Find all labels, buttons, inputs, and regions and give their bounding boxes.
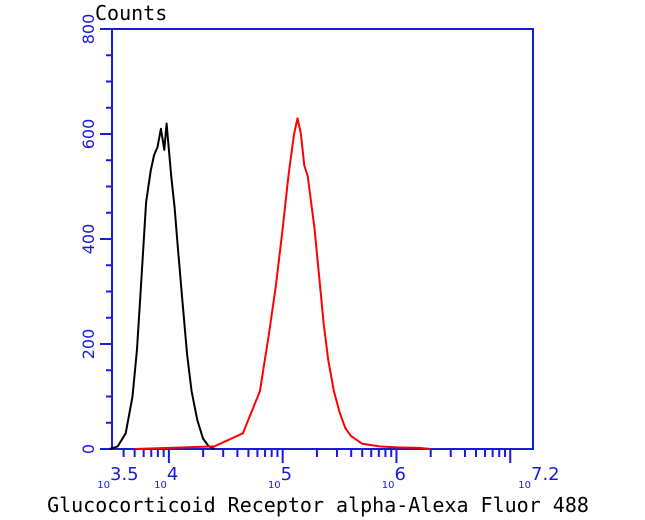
series-line-black (109, 122, 215, 450)
x-tick-label-exponent: 7.2 (531, 464, 560, 485)
x-tick-label: 107.2 (518, 464, 559, 491)
series-line-red (134, 117, 431, 450)
y-tick-label: 800 (79, 14, 98, 45)
y-tick-label: 200 (79, 329, 98, 360)
series-group (109, 117, 431, 450)
y-tick-label: 0 (79, 444, 98, 454)
plot-frame (111, 28, 534, 450)
y-tick-label: 400 (79, 224, 98, 255)
x-tick-label-exponent: 6 (394, 464, 405, 485)
x-tick-label-base: 10 (382, 480, 395, 491)
x-axis-title: Glucocorticoid Receptor alpha-Alexa Fluo… (47, 493, 589, 517)
x-tick-label-base: 10 (154, 480, 167, 491)
x-tick-label-exponent: 3.5 (110, 464, 139, 485)
x-tick-label: 106 (382, 464, 406, 491)
x-tick-label-base: 10 (268, 480, 281, 491)
x-tick-label: 104 (154, 464, 178, 491)
y-axis-title: Counts (95, 1, 167, 25)
x-tick-label: 105 (268, 464, 292, 491)
y-axis-tick-labels: 0 200 400 600 800 (79, 14, 98, 454)
y-tick-label: 600 (79, 119, 98, 150)
y-axis-ticks (100, 28, 112, 450)
x-tick-label: 103.5 (97, 464, 138, 491)
x-tick-label-base: 10 (518, 480, 531, 491)
x-axis-ticks (122, 449, 512, 463)
x-tick-label-exponent: 4 (167, 464, 178, 485)
x-tick-label-base: 10 (97, 480, 110, 491)
x-tick-label-exponent: 5 (281, 464, 292, 485)
